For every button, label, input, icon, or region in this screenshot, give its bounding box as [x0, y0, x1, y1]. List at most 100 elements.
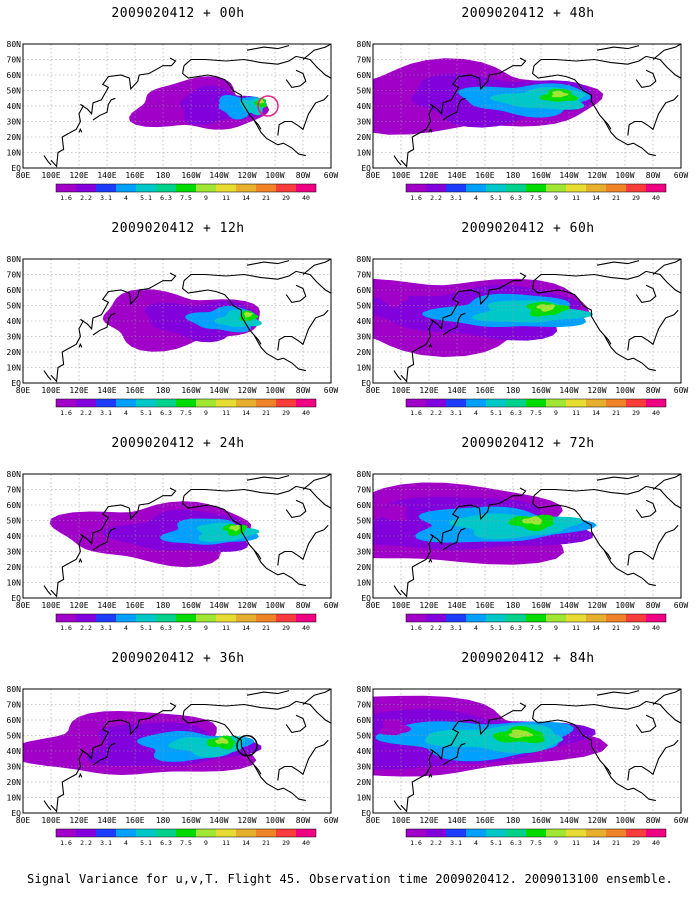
lon-label: 80E [366, 816, 381, 825]
lat-label: 40N [7, 317, 22, 326]
colorbar-label: 40 [652, 194, 660, 202]
lat-label: 50N [357, 732, 372, 741]
lon-label: 100E [391, 386, 410, 395]
colorbar-label: 11 [572, 194, 580, 202]
lat-label: 60N [7, 716, 22, 725]
colorbar-label: 7.5 [530, 624, 542, 632]
colorbar-label: 11 [222, 624, 230, 632]
colorbar-swatch [486, 614, 506, 622]
coastline [183, 270, 331, 294]
colorbar-label: 29 [282, 624, 290, 632]
lon-label: 180 [506, 386, 521, 395]
colorbar-label: 1.6 [60, 194, 72, 202]
variance-contour [229, 524, 240, 532]
panel-title: 2009020412 + 24h [111, 436, 245, 451]
colorbar-label: 29 [632, 839, 640, 847]
lon-label: 80E [366, 601, 381, 610]
panel-title: 2009020412 + 60h [461, 221, 595, 236]
variance-contour [536, 304, 556, 312]
colorbar-swatch [196, 614, 216, 622]
coastline [253, 764, 262, 775]
lon-label: 80E [16, 816, 31, 825]
map-frame [372, 258, 682, 384]
colorbar-swatch [446, 614, 466, 622]
colorbar-frame [405, 183, 667, 193]
coastline [428, 557, 433, 563]
colorbar-label: 11 [572, 624, 580, 632]
coastline [78, 557, 83, 563]
lon-label: 160W [531, 816, 550, 825]
lon-label: 160E [475, 386, 494, 395]
colorbar-swatch [606, 614, 626, 622]
coastline [627, 524, 679, 566]
lat-label: 50N [357, 87, 372, 96]
lat-label: 20N [357, 348, 372, 357]
lon-label: 140E [447, 601, 466, 610]
colorbar-swatch [116, 184, 136, 192]
lon-label: 160E [125, 386, 144, 395]
coastline [393, 370, 402, 381]
lon-label: 80E [16, 386, 31, 395]
colorbar-swatch [646, 614, 666, 622]
coastline [533, 270, 681, 294]
colorbar-label: 3.1 [100, 839, 112, 847]
coastline [182, 280, 306, 372]
colorbar-swatch [646, 184, 666, 192]
colorbar-label: 6.3 [160, 839, 172, 847]
lon-label: 80E [16, 601, 31, 610]
colorbar-swatch [586, 614, 606, 622]
lon-label: 60W [674, 601, 689, 610]
colorbar-swatch [566, 829, 586, 837]
colorbar-swatch [116, 614, 136, 622]
lat-label: 50N [7, 302, 22, 311]
lat-label: 80N [7, 255, 22, 264]
lat-label: 30N [7, 333, 22, 342]
lat-label: 40N [357, 532, 372, 541]
colorbar-label: 14 [592, 624, 600, 632]
lat-label: 80N [7, 40, 22, 49]
colorbar-swatch [646, 399, 666, 407]
colorbar-label: 40 [302, 194, 310, 202]
lon-label: 140W [559, 601, 578, 610]
variance-contour [551, 90, 569, 98]
coastline [302, 44, 331, 60]
lon-label: 180 [156, 816, 171, 825]
colorbar-swatch [76, 614, 96, 622]
colorbar-label: 6.3 [510, 839, 522, 847]
colorbar-swatch [196, 829, 216, 837]
colorbar-swatch [296, 184, 316, 192]
lat-label: 10N [7, 579, 22, 588]
lon-label: 120E [69, 386, 88, 395]
lon-label: 80E [366, 386, 381, 395]
colorbar-swatch [236, 184, 256, 192]
observation-circle [236, 734, 258, 757]
lat-label: 30N [357, 118, 372, 127]
coastline [596, 475, 640, 481]
colorbar-swatch [56, 614, 76, 622]
coastline [182, 495, 306, 587]
lon-label: 120E [69, 816, 88, 825]
coastline [50, 702, 177, 813]
lat-label: 80N [7, 470, 22, 479]
lat-label: 70N [357, 271, 372, 280]
colorbar-swatch [216, 614, 236, 622]
colorbar-swatch [546, 184, 566, 192]
colorbar-swatch [216, 829, 236, 837]
colorbar-swatch [96, 399, 116, 407]
colorbar-label: 7.5 [180, 839, 192, 847]
lat-label: 10N [357, 364, 372, 373]
lon-label: 160E [475, 816, 494, 825]
colorbar-label: 3.1 [450, 624, 462, 632]
lat-label: 10N [7, 149, 22, 158]
variance-contour [215, 737, 229, 744]
coastline [635, 284, 657, 304]
colorbar-swatch [96, 829, 116, 837]
coastline [428, 342, 433, 348]
lon-label: 80E [16, 171, 31, 180]
lat-label: 30N [7, 548, 22, 557]
coastline [277, 309, 329, 351]
colorbar-label: 40 [652, 409, 660, 417]
lon-label: 100W [265, 816, 284, 825]
lon-label: 60W [324, 601, 339, 610]
